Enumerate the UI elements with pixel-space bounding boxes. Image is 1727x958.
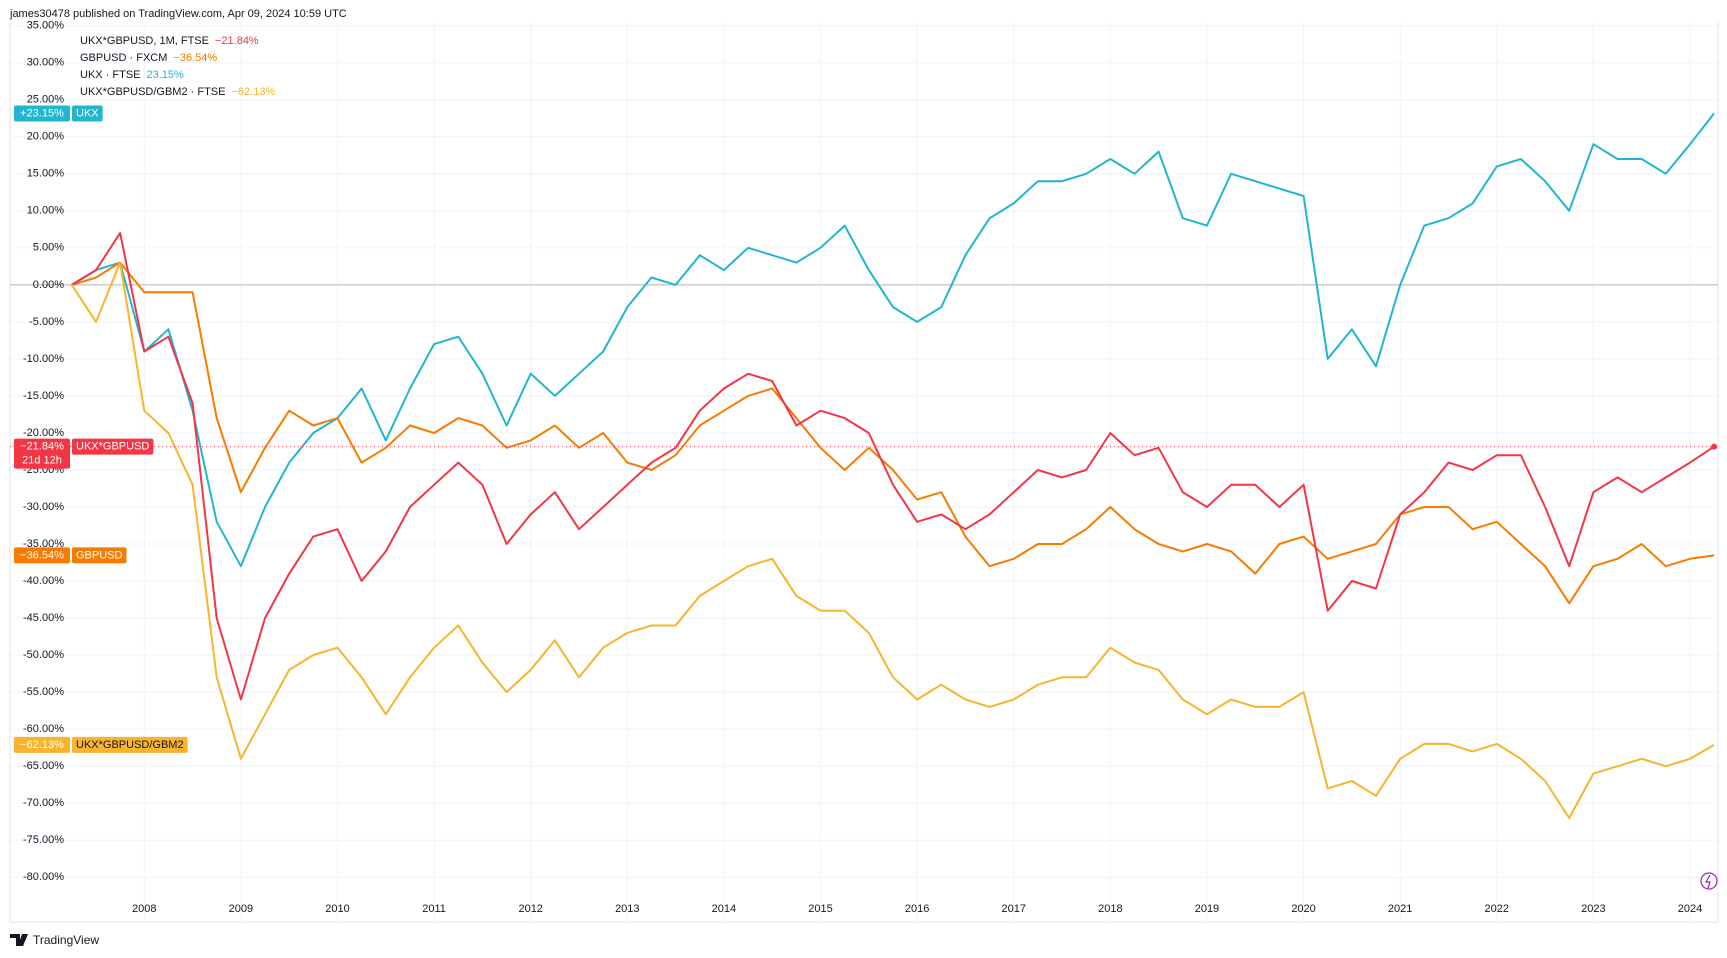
price-badges: −21.84% 21d 12h UKX*GBPUSD −36.54% GBPUSD +23… bbox=[14, 105, 188, 753]
legend-value: −62.13% bbox=[231, 86, 275, 98]
x-tick-label: 2016 bbox=[905, 903, 929, 915]
y-tick-label: -10.00% bbox=[23, 353, 64, 365]
x-tick-label: 2010 bbox=[325, 903, 349, 915]
y-tick-label: 30.00% bbox=[27, 57, 65, 69]
alert-bolt bbox=[1704, 874, 1711, 889]
legend-name: UKX · FTSE bbox=[80, 69, 141, 81]
y-tick-label: -60.00% bbox=[23, 723, 64, 735]
x-tick-label: 2021 bbox=[1388, 903, 1412, 915]
x-tick-label: 2011 bbox=[422, 903, 446, 915]
badge-name: UKX*GBPUSD bbox=[76, 440, 149, 452]
series-line bbox=[70, 261, 1715, 819]
badge-countdown: 21d 12h bbox=[22, 454, 62, 466]
badge-name-box bbox=[72, 105, 103, 122]
badge-value: −21.84% bbox=[20, 440, 64, 452]
x-tick-label: 2019 bbox=[1195, 903, 1219, 915]
x-tick-label: 2014 bbox=[712, 903, 736, 915]
y-tick-label: -35.00% bbox=[23, 538, 64, 550]
y-tick-label: -75.00% bbox=[23, 834, 64, 846]
x-tick-label: 2012 bbox=[518, 903, 542, 915]
badge-name-box bbox=[72, 736, 188, 753]
badge-name-box bbox=[72, 438, 154, 455]
y-tick-label: -40.00% bbox=[23, 575, 64, 587]
y-tick-label: 15.00% bbox=[27, 168, 65, 180]
x-tick-label: 2022 bbox=[1485, 903, 1509, 915]
publisher-line: james30478 published on TradingView.com,… bbox=[9, 8, 347, 20]
y-tick-label: -45.00% bbox=[23, 612, 64, 624]
y-tick-label: 0.00% bbox=[33, 279, 64, 291]
badge-value: +23.15% bbox=[20, 107, 64, 119]
series-line bbox=[71, 232, 1715, 701]
y-tick-label: -5.00% bbox=[29, 316, 64, 328]
legend-value: −36.54% bbox=[173, 52, 217, 64]
badge-value-box bbox=[14, 438, 70, 469]
legend-name: UKX*GBPUSD/GBM2 · FTSE bbox=[80, 86, 225, 98]
y-tick-label: -15.00% bbox=[23, 390, 64, 402]
grid bbox=[10, 22, 1718, 922]
badge-name: GBPUSD bbox=[76, 549, 123, 561]
y-tick-label: -65.00% bbox=[23, 760, 64, 772]
x-tick-label: 2018 bbox=[1098, 903, 1122, 915]
badge-name: UKX bbox=[76, 107, 99, 119]
legend-name: GBPUSD · FXCM bbox=[80, 52, 167, 64]
y-tick-label: 20.00% bbox=[27, 131, 65, 143]
legend-name: UKX*GBPUSD, 1M, FTSE bbox=[80, 35, 209, 47]
brand-logo bbox=[10, 934, 28, 946]
y-tick-label: 5.00% bbox=[33, 242, 64, 254]
y-tick-label: -70.00% bbox=[23, 797, 64, 809]
badge-value-box bbox=[14, 547, 70, 564]
badge-value: −62.13% bbox=[20, 739, 64, 751]
badge-value-box bbox=[14, 105, 70, 122]
x-tick-label: 2024 bbox=[1678, 903, 1702, 915]
x-tick-label: 2009 bbox=[229, 903, 253, 915]
legend: UKX*GBPUSD, 1M, FTSE −21.84% GBPUSD · FXCM… bbox=[80, 35, 275, 98]
y-tick-label: -80.00% bbox=[23, 871, 64, 883]
y-tick-label: -50.00% bbox=[23, 649, 64, 661]
x-tick-label: 2017 bbox=[1001, 903, 1025, 915]
x-tick-label: 2008 bbox=[132, 903, 156, 915]
last-price-dot bbox=[1711, 443, 1718, 450]
y-tick-label: 35.00% bbox=[27, 20, 65, 32]
y-tick-label: -30.00% bbox=[23, 501, 64, 513]
alert-icon[interactable] bbox=[1700, 872, 1718, 890]
series-line bbox=[71, 112, 1715, 568]
x-tick-label: 2020 bbox=[1291, 903, 1315, 915]
y-tick-label: 25.00% bbox=[27, 94, 65, 106]
y-tick-label: 10.00% bbox=[27, 205, 65, 217]
badge-name-box bbox=[72, 547, 127, 564]
legend-value: −21.84% bbox=[215, 35, 259, 47]
x-tick-label: 2015 bbox=[808, 903, 832, 915]
brand-text: TradingView bbox=[33, 933, 99, 947]
badge-name: UKX*GBPUSD/GBM2 bbox=[76, 739, 184, 751]
legend-value: 23.15% bbox=[147, 69, 185, 81]
x-tick-label: 2013 bbox=[615, 903, 639, 915]
series-line bbox=[71, 261, 1715, 605]
plot-lines bbox=[10, 112, 1718, 819]
y-tick-label: -20.00% bbox=[23, 427, 64, 439]
axes: 35.00% 30.00% 25.00% 20.00% 15.00% 10.00% 5.00… bbox=[23, 20, 1702, 915]
badge-value-box bbox=[14, 736, 70, 753]
badge-value: −36.54% bbox=[20, 549, 64, 561]
y-tick-label: -55.00% bbox=[23, 686, 64, 698]
x-tick-label: 2023 bbox=[1581, 903, 1605, 915]
